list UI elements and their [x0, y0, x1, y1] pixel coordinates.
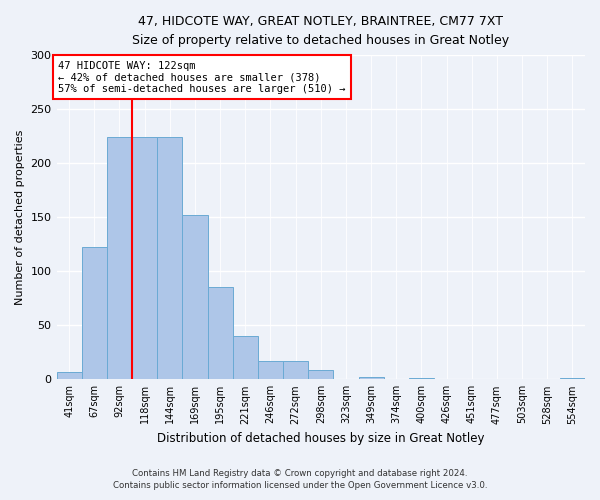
- Bar: [258, 361, 283, 380]
- Bar: [132, 137, 157, 380]
- Text: Contains HM Land Registry data © Crown copyright and database right 2024.
Contai: Contains HM Land Registry data © Crown c…: [113, 468, 487, 490]
- Bar: [208, 288, 233, 380]
- Bar: [182, 215, 208, 380]
- Title: 47, HIDCOTE WAY, GREAT NOTLEY, BRAINTREE, CM77 7XT
Size of property relative to : 47, HIDCOTE WAY, GREAT NOTLEY, BRAINTREE…: [132, 15, 509, 47]
- Y-axis label: Number of detached properties: Number of detached properties: [15, 130, 25, 305]
- Bar: [359, 377, 383, 380]
- Bar: [233, 336, 258, 380]
- X-axis label: Distribution of detached houses by size in Great Notley: Distribution of detached houses by size …: [157, 432, 485, 445]
- Bar: [157, 137, 182, 380]
- Bar: [560, 378, 585, 380]
- Bar: [308, 370, 334, 380]
- Bar: [107, 137, 132, 380]
- Bar: [283, 361, 308, 380]
- Bar: [82, 248, 107, 380]
- Text: 47 HIDCOTE WAY: 122sqm
← 42% of detached houses are smaller (378)
57% of semi-de: 47 HIDCOTE WAY: 122sqm ← 42% of detached…: [58, 60, 345, 94]
- Bar: [409, 378, 434, 380]
- Bar: [56, 372, 82, 380]
